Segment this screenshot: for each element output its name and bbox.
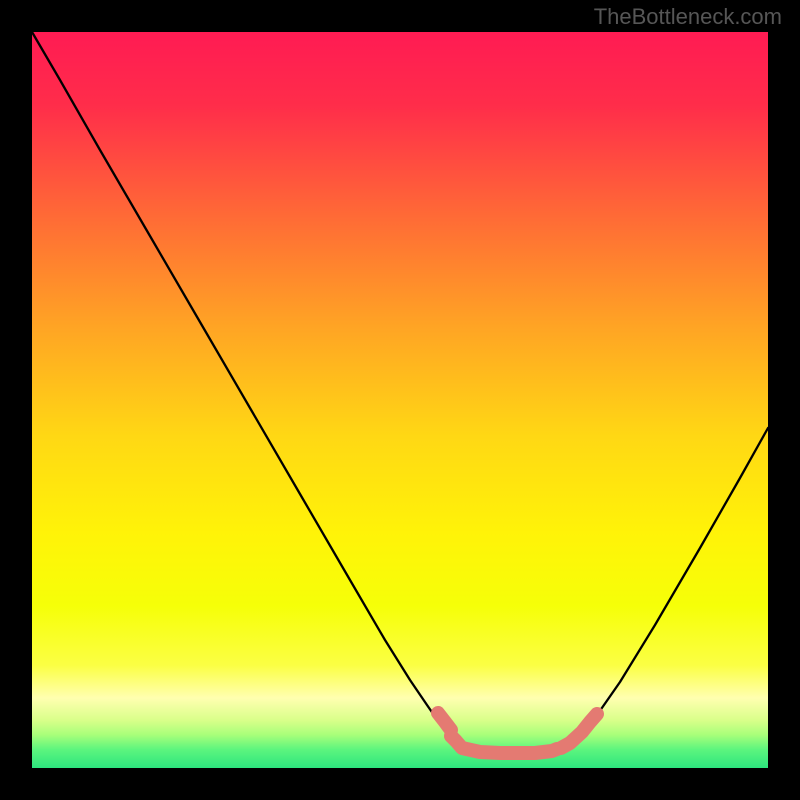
plot-background — [32, 32, 768, 768]
chart-container: TheBottleneck.com — [0, 0, 800, 800]
watermark-text: TheBottleneck.com — [594, 4, 782, 30]
bottleneck-chart — [0, 0, 800, 800]
